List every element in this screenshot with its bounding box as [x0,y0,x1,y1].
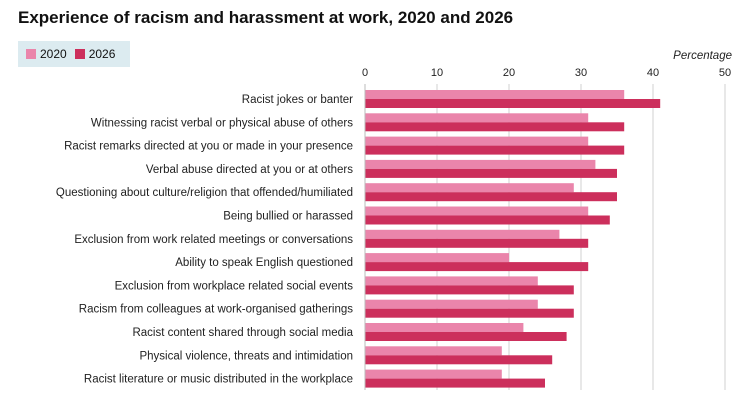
category-label-9: Racism from colleagues at work-organised… [79,304,353,316]
bar-2026-6 [365,238,589,248]
category-label-5: Being bullied or harassed [223,211,353,223]
bar-2026-8 [365,285,574,295]
bar-2020-2 [365,136,589,146]
category-label-12: Racist literature or music distributed i… [84,374,353,386]
legend-item-2026: 2026 [74,47,116,61]
bar-2026-0 [365,99,661,108]
category-label-6: Exclusion from work related meetings or … [74,234,353,246]
bar-2020-7 [365,253,509,263]
category-label-2: Racist remarks directed at you or made i… [64,141,353,153]
category-label-0: Racist jokes or banter [242,94,353,106]
category-label-10: Racist content shared through social med… [132,327,353,339]
bar-2026-1 [365,122,625,132]
bar-2026-9 [365,308,574,318]
bar-2020-3 [365,159,596,169]
bar-2020-4 [365,183,574,193]
legend-item-2020: 2020 [26,47,67,61]
x-tick-label-20: 20 [503,67,515,79]
bar-2026-5 [365,215,610,225]
bar-2020-11 [365,346,502,356]
x-tick-label-30: 30 [575,67,587,79]
chart-title: Experience of racism and harassment at w… [18,8,514,27]
legend-swatch-2026 [74,49,85,59]
category-label-4: Questioning about culture/religion that … [56,187,353,199]
legend-swatch-2020 [26,49,36,59]
bar-2026-4 [365,192,617,202]
bar-2020-12 [365,369,502,379]
category-label-8: Exclusion from workplace related social … [115,280,354,292]
bar-2020-5 [365,206,589,216]
category-label-7: Ability to speak English questioned [175,257,353,269]
legend: 2020 2026 [18,41,130,67]
bar-2026-3 [365,168,617,178]
bar-2020-6 [365,229,560,239]
bar-2026-7 [365,262,589,272]
x-tick-label-40: 40 [647,67,659,79]
legend-label-2026: 2026 [88,47,116,61]
category-label-1: Witnessing racist verbal or physical abu… [91,117,353,129]
bar-2020-1 [365,113,589,123]
bar-2020-0 [365,90,625,99]
x-axis-title: Percentage [673,50,732,62]
category-label-11: Physical violence, threats and intimidat… [139,350,353,362]
legend-label-2020: 2020 [40,47,67,61]
bar-2026-11 [365,355,553,365]
bar-2026-2 [365,145,625,155]
bar-2020-8 [365,276,538,286]
x-tick-label-50: 50 [719,67,731,79]
x-tick-label-10: 10 [431,67,443,79]
category-label-3: Verbal abuse directed at you or at other… [146,164,353,176]
bar-2026-12 [365,378,545,388]
x-tick-label-0: 0 [362,67,368,79]
bar-2026-10 [365,332,567,341]
bar-2020-9 [365,299,538,309]
bar-2020-10 [365,323,524,332]
